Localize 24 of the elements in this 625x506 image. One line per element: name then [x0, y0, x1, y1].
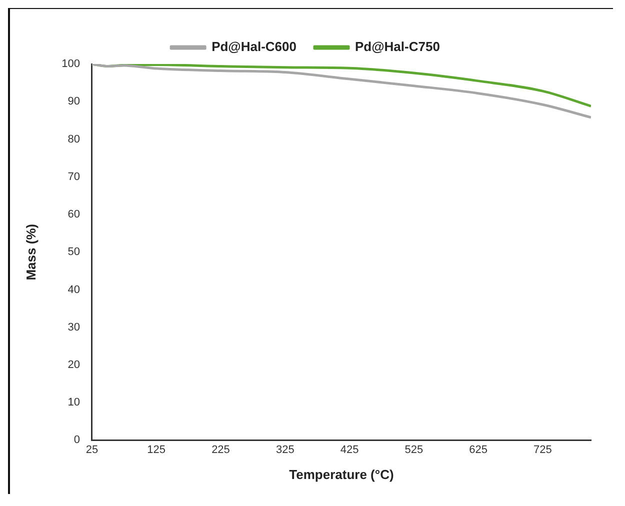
x-axis-title: Temperature (°C) — [289, 466, 394, 482]
legend-label: Pd@Hal-C600 — [212, 39, 297, 54]
y-tick-label: 100 — [62, 58, 80, 70]
y-tick-label: 0 — [74, 434, 80, 446]
x-tick-label: 425 — [340, 444, 359, 456]
y-tick-label: 80 — [68, 133, 80, 146]
x-tick-label: 25 — [86, 444, 98, 456]
y-tick-label: 30 — [68, 321, 80, 334]
y-tick-label: 60 — [68, 208, 80, 221]
x-tick-label: 625 — [469, 444, 488, 456]
x-tick-label: 725 — [534, 444, 552, 456]
line-series — [92, 64, 591, 119]
x-tick-label: 525 — [404, 444, 424, 456]
y-tick-label: 10 — [68, 396, 80, 409]
y-tick-label: 40 — [68, 284, 80, 296]
y-tick-label: 20 — [68, 358, 80, 371]
y-tick-label: 70 — [68, 170, 80, 183]
y-tick-label: 50 — [68, 246, 80, 258]
x-tick-label: 325 — [276, 444, 294, 456]
x-tick-label: 225 — [212, 444, 230, 456]
legend-label: Pd@Hal-C750 — [355, 39, 440, 54]
y-tick-label: 90 — [68, 96, 80, 108]
x-tick-label: 125 — [147, 444, 166, 456]
y-axis-title: Mass (%) — [23, 224, 38, 280]
